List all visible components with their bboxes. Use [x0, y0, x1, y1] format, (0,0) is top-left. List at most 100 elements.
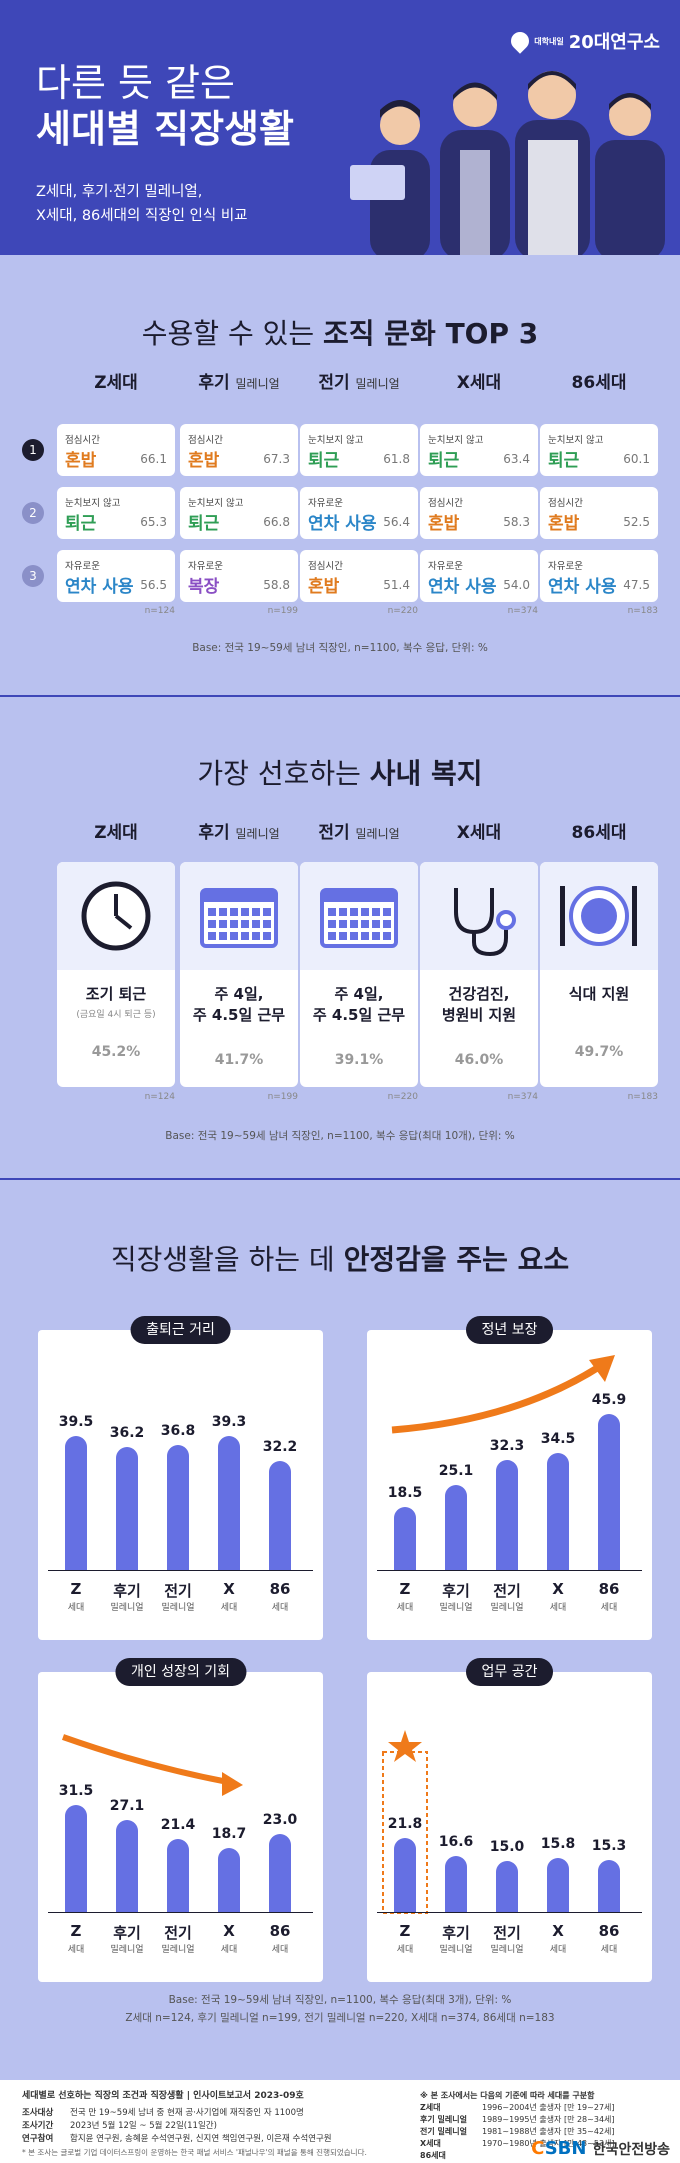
people-illustration [350, 71, 665, 255]
generation-name: 후기 [198, 823, 230, 843]
chart-title: 업무 공간 [465, 1658, 554, 1686]
chart-bar [218, 1848, 240, 1912]
chart-bar [65, 1804, 87, 1912]
culture-card-small: 눈치보지 않고 [428, 435, 484, 446]
welfare-card: 건강검진, 병원비 지원 46.0% [420, 862, 538, 1087]
gen-def-value: 1996~2004년 출생자 [만 19~27세] [482, 2103, 615, 2112]
stability-title-bold: 안정감을 주는 요소 [343, 1243, 570, 1276]
culture-card-big: 연차 사용 [65, 577, 134, 597]
gen-def-key: 86세대 [420, 2151, 446, 2160]
title-line2: 세대별 직장생활 [36, 107, 294, 151]
welfare-label: 주 4일, 주 4.5일 근무 [300, 984, 418, 1026]
culture-card-pct: 54.0 [503, 578, 530, 592]
chart-baseline [48, 1570, 313, 1571]
subtitle-line1: Z세대, 후기·전기 밀레니얼, [36, 184, 203, 200]
generation-suffix: 밀레니얼 [355, 377, 400, 391]
x-tick-sublabel: 밀레니얼 [490, 1603, 524, 1613]
bar-value-label: 16.6 [438, 1833, 474, 1850]
culture-card-big: 퇴근 [428, 451, 460, 471]
stability-base-note2: Z세대 n=124, 후기 밀레니얼 n=199, 전기 밀레니얼 n=220,… [125, 2012, 555, 2024]
culture-card: 눈치보지 않고 퇴근 66.8 [180, 487, 298, 539]
chart-bar [547, 1858, 569, 1912]
culture-card-pct: 65.3 [140, 515, 167, 529]
chart-bar [65, 1435, 87, 1570]
culture-card-small: 점심시간 [308, 561, 343, 572]
x-tick-sublabel: 밀레니얼 [110, 1603, 144, 1613]
generation-name: 전기 [318, 373, 350, 393]
bar-value-label: 18.5 [387, 1485, 423, 1502]
x-tick-sublabel: 세대 [67, 1945, 85, 1955]
x-tick-sublabel: 세대 [396, 1603, 414, 1613]
stability-title: 직장생활을 하는 데 안정감을 주는 요소 [0, 1238, 680, 1278]
culture-card-small: 자유로운 [188, 561, 223, 572]
footer: 세대별로 선호하는 직장의 조건과 직장생활 | 인사이트보고서 2023-09… [0, 2080, 680, 2163]
welfare-base-note: Base: 전국 19~59세 남녀 직장인, n=1100, 복수 응답(최대… [165, 1130, 515, 1142]
x-tick-sublabel: 세대 [271, 1945, 289, 1955]
title-line1: 다른 듯 같은 [36, 61, 235, 105]
welfare-label: 주 4일, 주 4.5일 근무 [180, 984, 298, 1026]
generation-name: X세대 [456, 823, 502, 843]
footer-survey-info: 세대별로 선호하는 직장의 조건과 직장생활 | 인사이트보고서 2023-09… [22, 2090, 412, 2159]
x-tick-sublabel: 세대 [600, 1945, 618, 1955]
chart-title: 개인 성장의 기회 [114, 1658, 247, 1686]
x-tick-label: 후기 [442, 1582, 470, 1600]
bar-value-label: 34.5 [540, 1430, 576, 1447]
x-tick-sublabel: 세대 [396, 1945, 414, 1955]
x-tick-label: X [552, 1580, 564, 1598]
culture-card: 눈치보지 않고 퇴근 65.3 [57, 487, 175, 539]
culture-card-pct: 61.8 [383, 452, 410, 466]
culture-card-small: 자유로운 [428, 561, 463, 572]
culture-card-big: 퇴근 [188, 514, 220, 534]
culture-card-pct: 67.3 [263, 452, 290, 466]
welfare-card: 식대 지원 49.7% [540, 862, 658, 1087]
welfare-label: 건강검진, 병원비 지원 [420, 984, 538, 1026]
sample-size: n=124 [144, 1092, 175, 1102]
welfare-card: 조기 퇴근 (금요일 4시 퇴근 등) 45.2% [57, 862, 175, 1087]
page-title: 다른 듯 같은 세대별 직장생활 [36, 60, 294, 152]
x-tick-label: Z [399, 1580, 411, 1598]
generation-header: 86세대 [540, 368, 658, 393]
section-divider [0, 1178, 680, 1180]
x-tick-sublabel: 세대 [271, 1603, 289, 1613]
chart-bar [394, 1837, 416, 1912]
x-tick-label: 전기 [164, 1924, 192, 1942]
chart-baseline [377, 1570, 642, 1571]
stability-chart-panel: 출퇴근 거리 39.5 Z 세대 36.2 후기 밀레니얼 36.8 전기 밀레니얼 39.3 X 세대… [38, 1316, 323, 1640]
chart-bar [269, 1460, 291, 1570]
x-tick-label: 후기 [113, 1582, 141, 1600]
culture-card: 눈치보지 않고 퇴근 61.8 [300, 424, 418, 476]
chart-bar [445, 1484, 467, 1570]
culture-card-pct: 56.5 [140, 578, 167, 592]
generation-suffix: 밀레니얼 [235, 827, 280, 841]
chart-baseline [377, 1912, 642, 1913]
footer-row-value: 전국 만 19~59세 남녀 중 현재 공·사기업에 재직중인 자 1100명 [70, 2108, 304, 2118]
x-tick-sublabel: 밀레니얼 [161, 1603, 195, 1613]
culture-card: 점심시간 혼밥 67.3 [180, 424, 298, 476]
welfare-label: 식대 지원 [540, 984, 658, 1005]
watermark-brand: CSBN 한국안전방송 [531, 2138, 670, 2159]
chart-bar [496, 1861, 518, 1912]
culture-card: 점심시간 혼밥 58.3 [420, 487, 538, 539]
sample-size: n=124 [144, 606, 175, 616]
bar-value-label: 32.3 [489, 1438, 525, 1455]
culture-card-small: 점심시간 [65, 435, 100, 446]
bar-value-label: 39.3 [211, 1414, 247, 1431]
chart-bar [269, 1833, 291, 1912]
footer-row: 조사기간 2023년 5월 12일 ~ 5월 22일(11일간) [22, 2120, 412, 2133]
footer-row: 조사대상 전국 만 19~59세 남녀 중 현재 공·사기업에 재직중인 자 11… [22, 2107, 412, 2120]
culture-card-pct: 52.5 [623, 515, 650, 529]
culture-title-bold: 조직 문화 TOP 3 [323, 317, 539, 350]
culture-card-big: 퇴근 [65, 514, 97, 534]
hero-banner: 대학내일 20대연구소 다른 듯 같은 세대별 직장생활 Z세대, 후기·전기 … [0, 0, 680, 255]
welfare-note: (금요일 4시 퇴근 등) [76, 1010, 156, 1020]
x-tick-label: 86 [598, 1922, 620, 1940]
welfare-label-line1: 식대 지원 [568, 985, 630, 1003]
x-tick-label: X [223, 1580, 235, 1598]
culture-card-small: 자유로운 [308, 498, 343, 509]
culture-card-pct: 58.3 [503, 515, 530, 529]
generation-header: 후기 밀레니얼 [180, 818, 298, 843]
gen-def-row: 후기 밀레니얼 1989~1995년 출생자 [만 28~34세] [420, 2114, 670, 2126]
bar-value-label: 31.5 [58, 1782, 94, 1799]
chart-bar [598, 1859, 620, 1912]
generation-suffix: 밀레니얼 [355, 827, 400, 841]
